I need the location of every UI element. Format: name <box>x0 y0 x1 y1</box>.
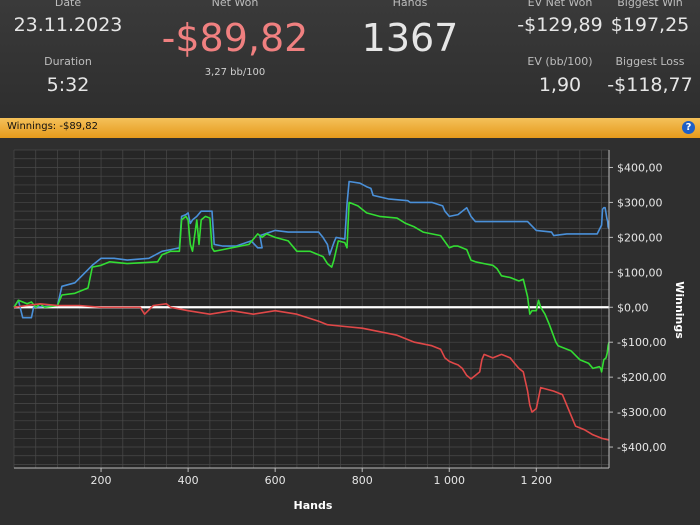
y-tick-label: $300,00 <box>617 196 663 209</box>
biggest-loss-label: Biggest Loss <box>615 55 685 68</box>
biggest-win-label: Biggest Win <box>617 0 683 9</box>
x-tick-label: 200 <box>91 474 112 487</box>
y-tick-label: -$300,00 <box>617 406 666 419</box>
net-won-bb100: 3,27 bb/100 <box>204 67 266 78</box>
duration-value: 5:32 <box>46 74 90 96</box>
y-axis-title: Winnings <box>673 281 686 339</box>
x-tick-label: 1 200 <box>521 474 553 487</box>
series-line-red <box>13 303 610 441</box>
date-label: Date <box>54 0 82 9</box>
x-ticks: 200 400 600 800 1 000 1 200 <box>14 467 609 487</box>
winnings-chart: $400,00 $300,00 $200,00 $100,00 $0,00 -$100,0… <box>0 138 700 525</box>
series-line-green <box>13 201 610 373</box>
x-axis-title: Hands <box>294 499 333 512</box>
hands-label: Hands <box>392 0 428 9</box>
winnings-banner: Winnings: -$89,82 ? <box>0 118 700 138</box>
y-tick-label: -$100,00 <box>617 336 666 349</box>
date-value: 23.11.2023 <box>13 14 123 36</box>
duration-label: Duration <box>44 55 92 68</box>
y-tick-label: $400,00 <box>617 161 663 174</box>
y-tick-label: -$400,00 <box>617 441 666 454</box>
biggest-loss-value: -$118,77 <box>607 74 693 96</box>
series-line-blue <box>13 180 610 319</box>
help-icon[interactable]: ? <box>682 121 695 134</box>
y-tick-label: $0,00 <box>617 301 649 314</box>
net-won-label: Net Won <box>211 0 259 9</box>
hands-value: 1367 <box>361 16 459 60</box>
x-tick-label: 800 <box>352 474 373 487</box>
series-group <box>13 180 610 441</box>
net-won-value: -$89,82 <box>161 16 309 60</box>
y-tick-label: $200,00 <box>617 231 663 244</box>
y-ticks: $400,00 $300,00 $200,00 $100,00 $0,00 -$100,0… <box>608 150 666 468</box>
x-tick-label: 400 <box>178 474 199 487</box>
stats-panel: Date 23.11.2023 Duration 5:32 Net Won -$… <box>0 0 700 118</box>
ev-net-won-value: -$129,89 <box>517 14 603 36</box>
plot-area <box>14 150 609 468</box>
x-tick-label: 1 000 <box>434 474 466 487</box>
ev-bb100-label: EV (bb/100) <box>527 55 593 68</box>
ev-net-won-label: EV Net Won <box>527 0 593 9</box>
y-tick-label: -$200,00 <box>617 371 666 384</box>
y-tick-label: $100,00 <box>617 266 663 279</box>
biggest-win-value: $197,25 <box>610 14 690 36</box>
winnings-banner-text: Winnings: -$89,82 <box>7 121 98 132</box>
ev-bb100-value: 1,90 <box>538 74 582 96</box>
x-tick-label: 600 <box>265 474 286 487</box>
